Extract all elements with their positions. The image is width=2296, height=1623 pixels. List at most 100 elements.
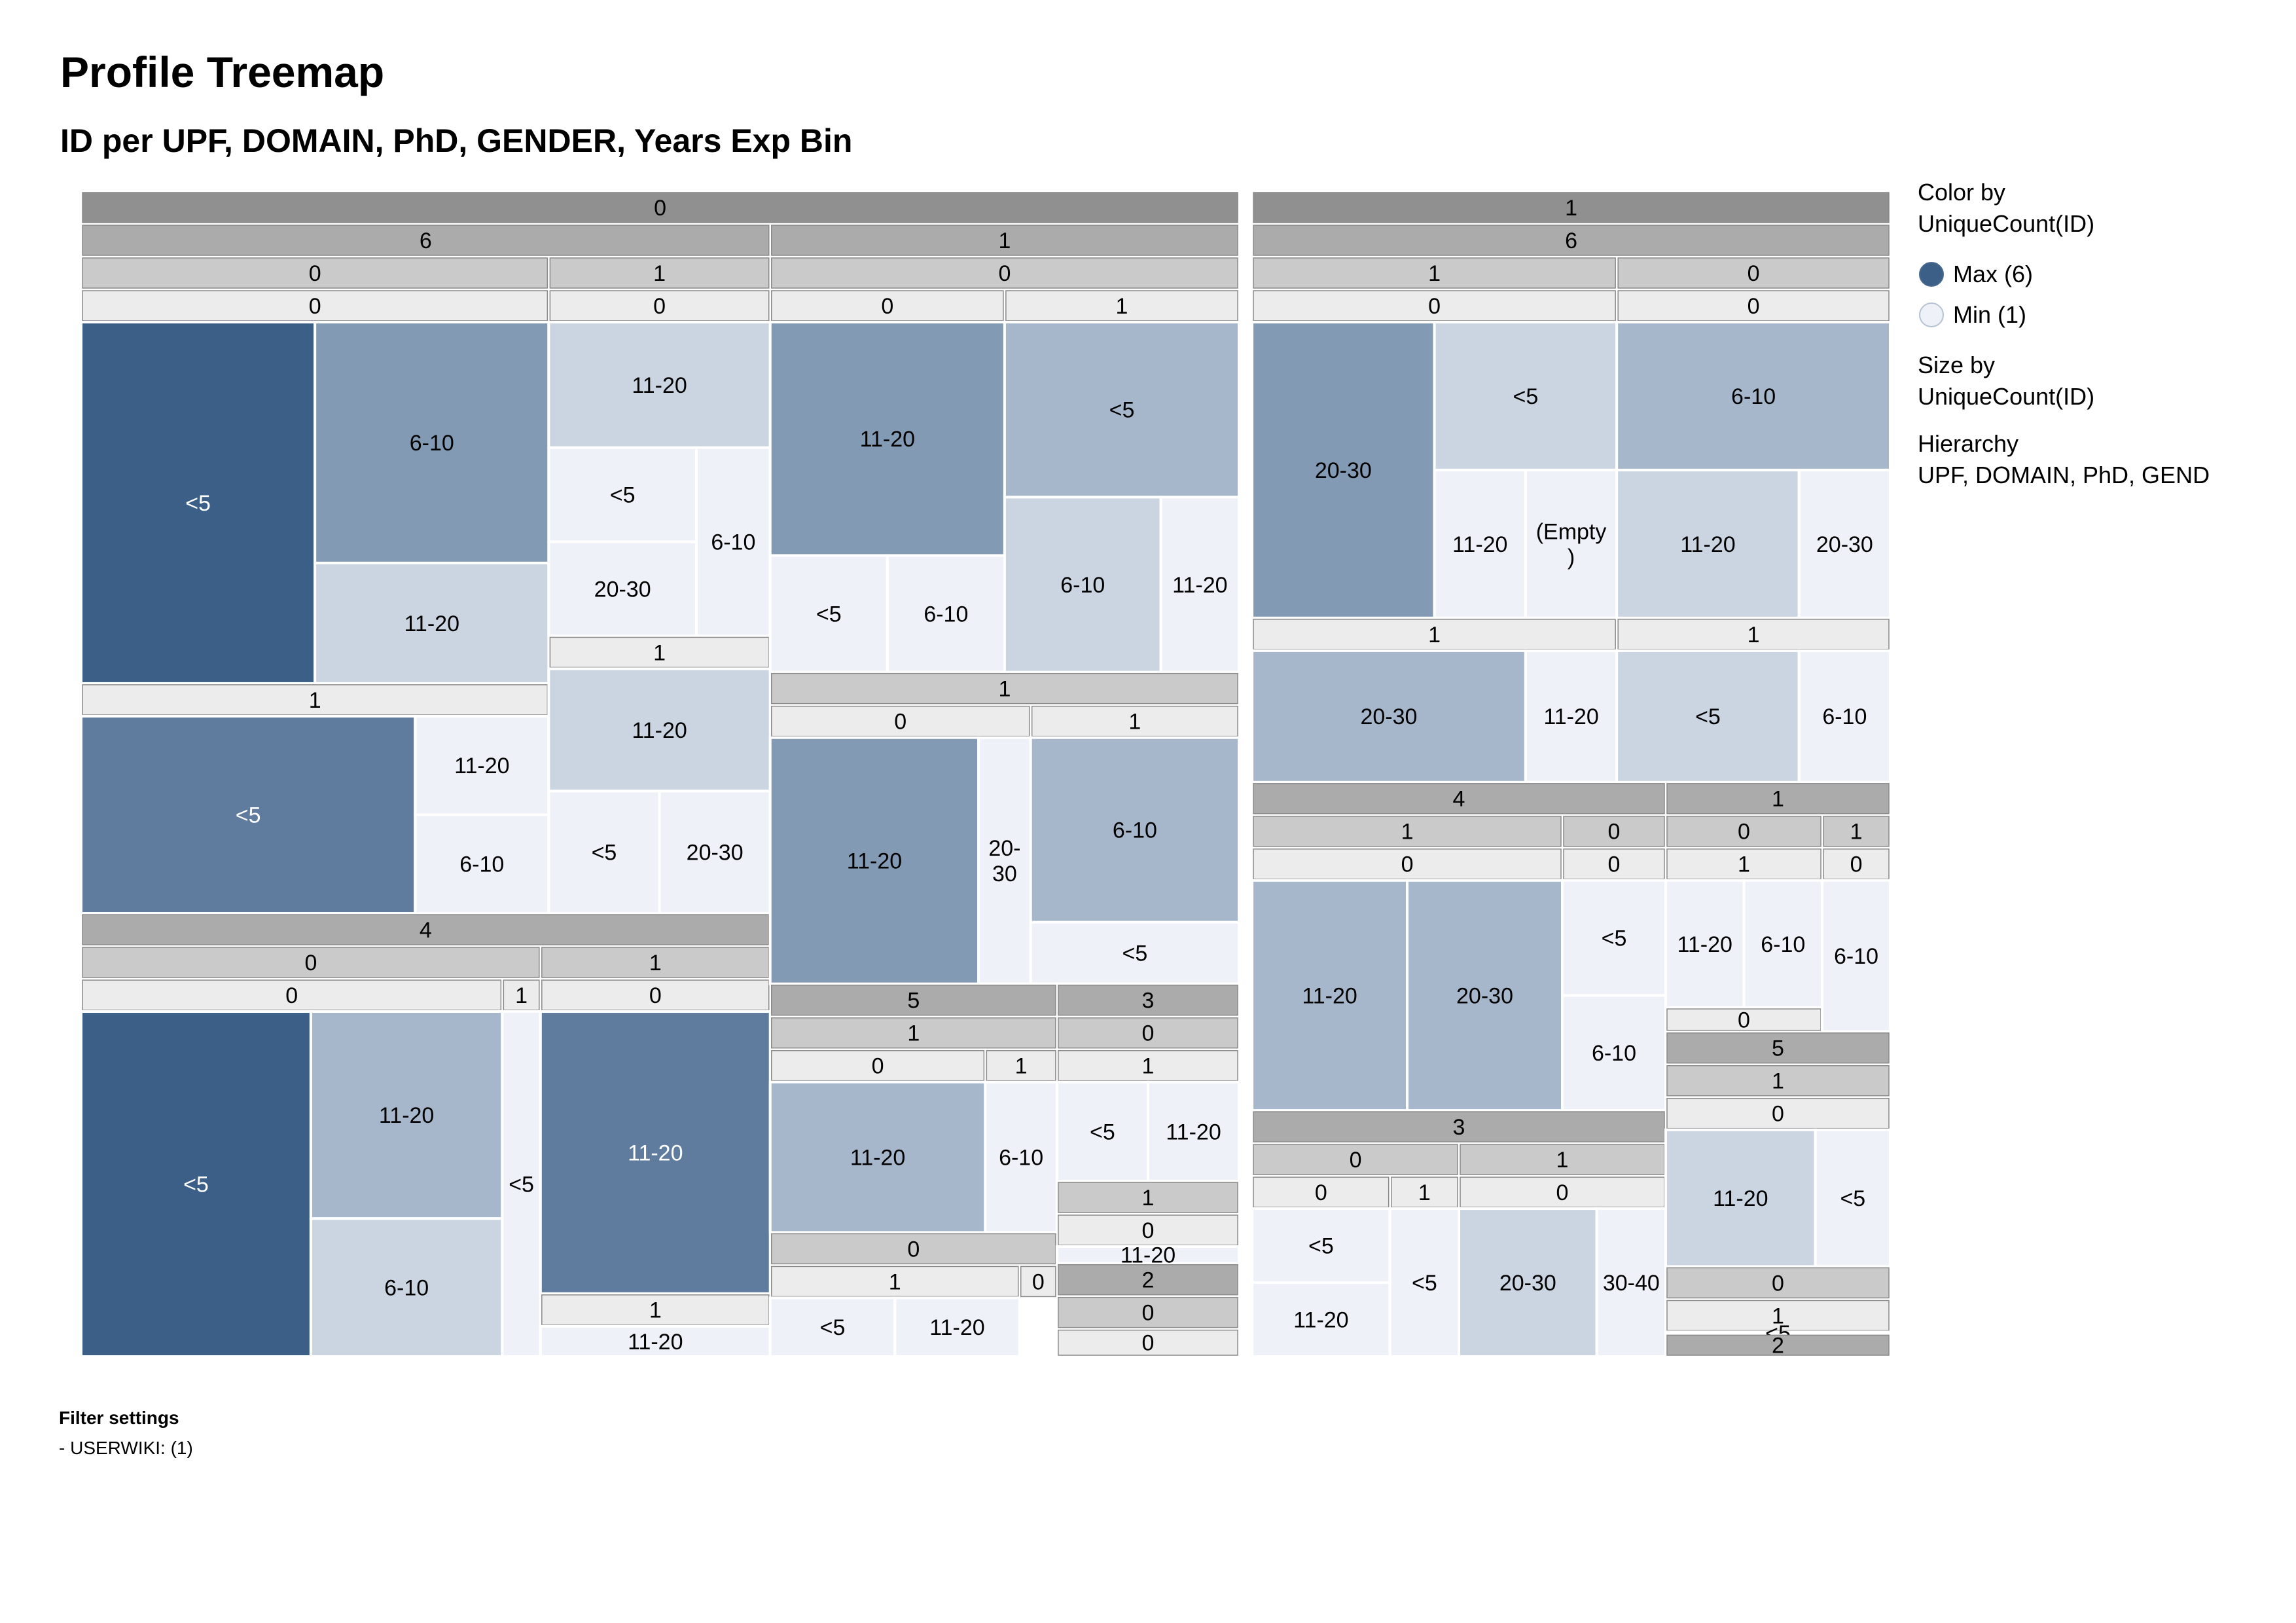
treemap-leaf-label: 6-10 xyxy=(384,1276,429,1301)
treemap-group-label: 1 xyxy=(649,951,662,976)
treemap-group-header xyxy=(1020,1266,1056,1298)
treemap-leaf xyxy=(414,714,550,816)
treemap-group-label: 0 xyxy=(1608,820,1621,845)
treemap-leaf xyxy=(539,1010,772,1295)
treemap-group-header xyxy=(1666,1097,1890,1129)
treemap-group-header xyxy=(1058,1264,1238,1296)
treemap-leaf xyxy=(1159,496,1241,674)
treemap-leaf xyxy=(694,446,772,638)
treemap-group-label: 0 xyxy=(1738,1008,1750,1032)
filter-settings-item: - USERWIKI: (1) xyxy=(59,1438,193,1458)
treemap-leaf-label: 11-20 xyxy=(929,1315,984,1340)
treemap-group-header xyxy=(1666,1032,1890,1064)
treemap-group-label: 0 xyxy=(1772,1102,1784,1127)
treemap-group-header xyxy=(770,1233,1056,1265)
treemap-leaf-label: <5 xyxy=(820,1315,846,1340)
legend-max-swatch xyxy=(1919,262,1944,287)
treemap-leaf-label: 11-20 xyxy=(1452,532,1507,557)
treemap-group-label: 1 xyxy=(1142,1054,1155,1079)
treemap-leaf-label: <5 xyxy=(183,1172,209,1197)
treemap-group-label: 1 xyxy=(1142,1186,1155,1211)
treemap-leaf xyxy=(1251,321,1436,619)
treemap-group-header xyxy=(1058,1296,1238,1328)
treemap-leaf-label: 6-10 xyxy=(711,530,755,555)
treemap-leaf-label: 20-30 xyxy=(988,836,1020,886)
treemap-leaf-label: 6-10 xyxy=(1731,384,1776,409)
treemap-leaf xyxy=(80,1010,312,1358)
treemap-leaf xyxy=(309,1010,504,1220)
treemap-leaf xyxy=(414,813,550,915)
treemap-leaf-label: 6-10 xyxy=(1761,932,1805,957)
treemap-leaf-label: 11-20 xyxy=(1293,1307,1348,1332)
treemap-leaf xyxy=(1458,1207,1598,1358)
treemap-group-header xyxy=(82,257,548,289)
chart-subtitle: ID per UPF, DOMAIN, PhD, GENDER, Years E… xyxy=(60,122,853,159)
treemap-group-label: 0 xyxy=(1142,1301,1155,1326)
treemap-group-label: 0 xyxy=(1350,1148,1362,1173)
treemap-leaf-label: <5 xyxy=(1840,1186,1865,1211)
treemap-leaf-label: 6-10 xyxy=(1592,1041,1636,1066)
treemap-group-header xyxy=(1253,1111,1665,1142)
treemap-group-label: 1 xyxy=(515,983,528,1008)
treemap-leaf-label: 6-10 xyxy=(1834,944,1878,969)
treemap-leaf-label: <5 xyxy=(509,1172,534,1197)
treemap-group-label: 1 xyxy=(1116,294,1128,319)
treemap-group-label: 0 xyxy=(1142,1218,1155,1243)
treemap-group-header xyxy=(1005,290,1238,321)
treemap-leaf xyxy=(1821,879,1892,1033)
treemap-group-label: 0 xyxy=(998,261,1011,286)
treemap-leaf xyxy=(768,321,1006,557)
treemap-group-header xyxy=(1253,1176,1390,1208)
treemap-leaf xyxy=(1814,1128,1892,1268)
treemap-leaf-label: 11-20 xyxy=(1713,1186,1768,1211)
treemap-leaf xyxy=(1146,1080,1241,1183)
treemap-leaf xyxy=(314,561,550,685)
legend-min-swatch xyxy=(1919,302,1944,327)
treemap-leaf-label: 11-20 xyxy=(1166,1120,1221,1144)
treemap-group-header xyxy=(1460,1176,1665,1208)
treemap-leaf-label: 11-20 xyxy=(850,1145,905,1170)
treemap-leaf xyxy=(1742,879,1824,1010)
treemap-group-header xyxy=(770,1017,1056,1049)
treemap-leaf-label: <5 xyxy=(185,491,211,516)
treemap-leaf xyxy=(1797,468,1892,619)
treemap-group-label: 3 xyxy=(1453,1115,1465,1140)
treemap-group-header xyxy=(1460,1144,1665,1175)
treemap-group-header xyxy=(1617,619,1890,650)
legend-size-by-title: Size by xyxy=(1918,352,1996,378)
treemap-group-header xyxy=(541,979,770,1011)
treemap-group-label: 3 xyxy=(1142,989,1155,1013)
treemap-group-header xyxy=(1058,1017,1238,1049)
treemap-leaf-label: 20-30 xyxy=(1816,532,1873,557)
treemap-group-label: 1 xyxy=(1850,820,1863,845)
treemap-group-label: 1 xyxy=(309,688,321,713)
treemap-leaf-label: <5 xyxy=(236,803,261,828)
treemap-group-label: 0 xyxy=(1850,852,1863,877)
treemap-leaf-label: 6-10 xyxy=(459,852,504,877)
filter-settings-title: Filter settings xyxy=(59,1408,179,1428)
treemap-group-header xyxy=(82,192,1238,223)
treemap-group-label: 0 xyxy=(649,983,662,1008)
treemap-group-label: 5 xyxy=(907,989,920,1013)
treemap-group-label: 0 xyxy=(653,294,666,319)
treemap-leaf xyxy=(309,1217,504,1359)
treemap-leaf-label: 20-30 xyxy=(687,841,744,866)
treemap-leaf xyxy=(1055,1245,1241,1265)
treemap-leaf-label: <5 xyxy=(1122,941,1148,966)
treemap-leaf xyxy=(768,736,980,985)
treemap-leaf xyxy=(1595,1207,1667,1358)
treemap-group-label: 4 xyxy=(1453,787,1465,812)
treemap-group-header xyxy=(1666,1300,1890,1332)
treemap-group-label: 1 xyxy=(1772,1304,1784,1328)
treemap-leaf-label: 6-10 xyxy=(924,602,968,627)
treemap-leaf-label: 20-30 xyxy=(1315,458,1372,483)
treemap-group-header xyxy=(1058,984,1238,1016)
treemap-group-header xyxy=(770,290,1004,321)
treemap-leaf-label: 11-20 xyxy=(404,611,459,636)
treemap-group-header xyxy=(770,257,1238,289)
treemap-group-label: 1 xyxy=(653,640,666,665)
treemap-leaf-label: 11-20 xyxy=(628,1140,683,1165)
treemap-group-header xyxy=(1253,816,1562,847)
treemap-leaf-label: <5 xyxy=(1695,704,1721,729)
legend-size-by-measure: UniqueCount(ID) xyxy=(1918,383,2095,410)
